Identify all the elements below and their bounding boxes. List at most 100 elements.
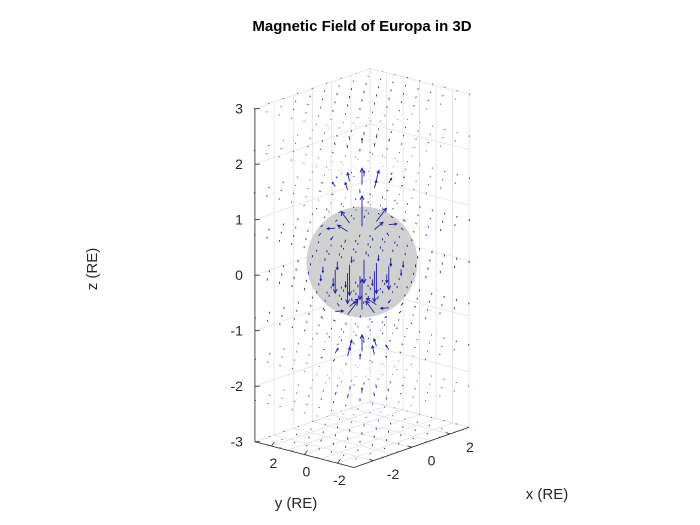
field-arrow <box>307 103 309 106</box>
field-arrow <box>443 295 445 299</box>
y-tick-label: -2 <box>333 472 346 488</box>
field-arrow <box>374 221 384 230</box>
field-arrow <box>316 456 318 459</box>
field-arrow <box>415 222 417 225</box>
field-arrow <box>344 181 349 190</box>
grid-line <box>271 405 387 447</box>
field-arrow <box>439 436 441 438</box>
field-arrow <box>373 337 377 347</box>
field-arrow <box>389 422 392 425</box>
field-arrow <box>293 441 296 444</box>
field-arrow <box>424 317 427 320</box>
field-arrow <box>387 299 392 304</box>
field-arrow <box>297 425 300 427</box>
field-arrow <box>280 189 283 192</box>
field-arrow <box>412 396 414 398</box>
field-arrow <box>322 307 326 311</box>
field-arrow <box>308 436 310 439</box>
field-arrow <box>376 207 388 222</box>
field-arrow <box>283 348 285 350</box>
field-arrow <box>281 438 283 441</box>
field-arrow <box>386 232 390 236</box>
field-arrow <box>441 345 443 348</box>
z-tick-label: -1 <box>230 323 243 339</box>
field-arrow <box>359 315 362 319</box>
field-arrow <box>424 441 427 443</box>
field-arrow <box>309 95 311 98</box>
field-arrow <box>332 442 335 445</box>
field-arrow <box>444 86 446 89</box>
field-arrow <box>443 337 445 339</box>
field-arrow <box>348 136 351 140</box>
field-arrow <box>456 215 458 218</box>
field-arrow <box>297 343 300 345</box>
field-arrow <box>430 334 433 336</box>
field-arrow <box>318 232 322 237</box>
field-arrow <box>414 388 416 390</box>
field-arrow <box>331 193 334 196</box>
field-arrow <box>427 225 430 228</box>
field-arrow <box>357 276 363 301</box>
field-arrow <box>344 281 347 289</box>
field-arrow <box>306 321 308 324</box>
field-arrow <box>297 176 299 178</box>
field-arrow <box>304 453 306 455</box>
field-arrow <box>290 201 293 203</box>
field-arrow <box>385 344 390 350</box>
field-arrow <box>402 176 406 179</box>
field-arrow <box>425 234 427 237</box>
field-arrow <box>322 348 325 351</box>
field-arrow <box>425 192 428 194</box>
field-arrow <box>373 179 378 189</box>
field-arrow <box>429 91 432 94</box>
field-arrow <box>439 353 441 356</box>
field-arrow <box>345 273 351 305</box>
field-arrow <box>371 279 374 287</box>
field-arrow <box>392 123 394 126</box>
field-arrow <box>401 343 404 345</box>
field-arrow <box>390 89 392 92</box>
field-arrow <box>331 278 335 288</box>
field-arrow <box>320 439 322 442</box>
field-arrow <box>334 101 336 104</box>
field-arrow <box>401 261 405 269</box>
x-tick-mark <box>445 432 451 435</box>
field-arrow <box>453 307 456 310</box>
field-arrow <box>336 384 339 387</box>
field-arrow <box>358 353 362 360</box>
field-arrow <box>400 392 402 395</box>
field-arrow <box>278 239 281 243</box>
field-arrow <box>290 243 293 246</box>
field-arrow <box>360 386 364 393</box>
field-arrow <box>332 109 334 112</box>
field-arrow <box>431 209 434 212</box>
field-arrow <box>375 169 380 180</box>
field-arrow <box>398 442 400 445</box>
field-arrow <box>281 356 283 358</box>
field-arrow <box>417 88 419 90</box>
z-tick-label: 3 <box>235 101 243 117</box>
field-arrow <box>388 97 390 100</box>
field-arrow <box>335 261 339 271</box>
field-arrow <box>281 314 283 317</box>
field-arrow <box>431 83 434 85</box>
field-arrow <box>413 230 415 233</box>
field-arrow <box>426 350 429 352</box>
field-arrow <box>391 332 394 334</box>
z-tick-label: 1 <box>235 212 243 228</box>
field-arrow <box>417 214 419 217</box>
field-arrow <box>282 181 285 184</box>
field-arrow <box>402 92 405 95</box>
field-arrow <box>349 339 353 349</box>
field-arrow <box>316 374 318 376</box>
field-arrow <box>332 269 338 295</box>
grid-line <box>331 414 431 442</box>
field-arrow <box>413 146 415 149</box>
field-arrow <box>371 344 375 355</box>
field-arrow <box>283 306 285 309</box>
field-arrow <box>334 347 339 354</box>
field-arrow <box>345 363 347 365</box>
field-arrow <box>305 238 307 240</box>
field-arrow <box>454 224 456 227</box>
field-arrow <box>336 224 348 232</box>
